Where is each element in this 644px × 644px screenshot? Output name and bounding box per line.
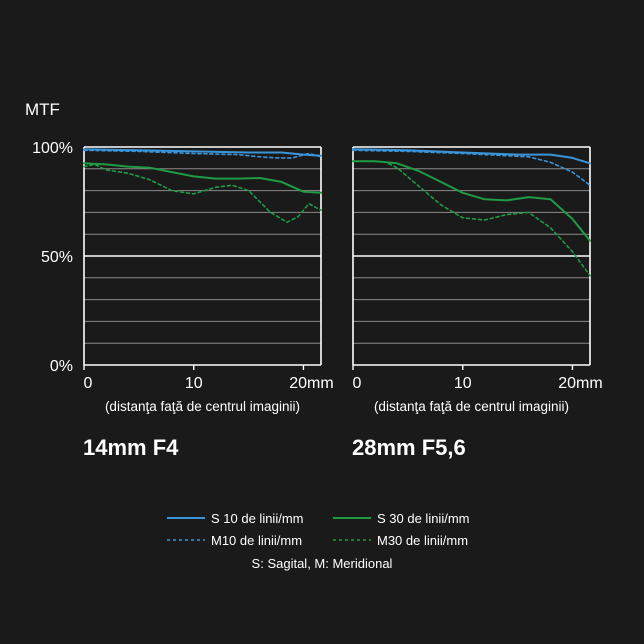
legend-note: S: Sagital, M: Meridional bbox=[252, 556, 393, 571]
x-tick-label: 10 bbox=[185, 375, 203, 392]
chart-title: 28mm F5,6 bbox=[352, 435, 466, 460]
series-line bbox=[83, 163, 322, 223]
series-line bbox=[352, 149, 591, 186]
x-axis-label: (distanţa faţă de centrul imaginii) bbox=[374, 399, 569, 414]
x-axis-label: (distanţa faţă de centrul imaginii) bbox=[105, 399, 300, 414]
series-line bbox=[83, 149, 322, 159]
legend-s30-label: S 30 de linii/mm bbox=[377, 511, 469, 526]
series-line bbox=[83, 162, 322, 194]
chart-panel-1: 0 10 20mm (distanţa faţă de centrul imagini… bbox=[32, 140, 334, 460]
series-line bbox=[352, 160, 591, 242]
legend: S 10 de linii/mm S 30 de linii/mm M10 de… bbox=[167, 511, 469, 571]
series-line bbox=[352, 160, 591, 277]
chart-panels: 0 10 20mm (distanţa faţă de centrul imagini… bbox=[32, 140, 603, 460]
legend-m10-label: M10 de linii/mm bbox=[211, 533, 302, 548]
x-tick-label: 0 bbox=[84, 375, 93, 392]
legend-s10-label: S 10 de linii/mm bbox=[211, 511, 303, 526]
legend-m30-label: M30 de linii/mm bbox=[377, 533, 468, 548]
chart-title: 14mm F4 bbox=[83, 435, 179, 460]
x-tick-label: 0 bbox=[353, 375, 362, 392]
y-tick-label: 0% bbox=[50, 358, 73, 375]
y-tick-label: 100% bbox=[32, 140, 73, 157]
y-axis-title: MTF bbox=[25, 100, 60, 119]
x-tick-label: 10 bbox=[454, 375, 472, 392]
series-line bbox=[83, 148, 322, 157]
series-line bbox=[352, 148, 591, 165]
y-tick-label: 50% bbox=[41, 249, 73, 266]
chart-panel-2: 0 10 20mm (distanţa faţă de centrul imagini… bbox=[352, 146, 603, 460]
x-tick-label: 20mm bbox=[289, 375, 333, 392]
x-tick-label: 20mm bbox=[558, 375, 602, 392]
